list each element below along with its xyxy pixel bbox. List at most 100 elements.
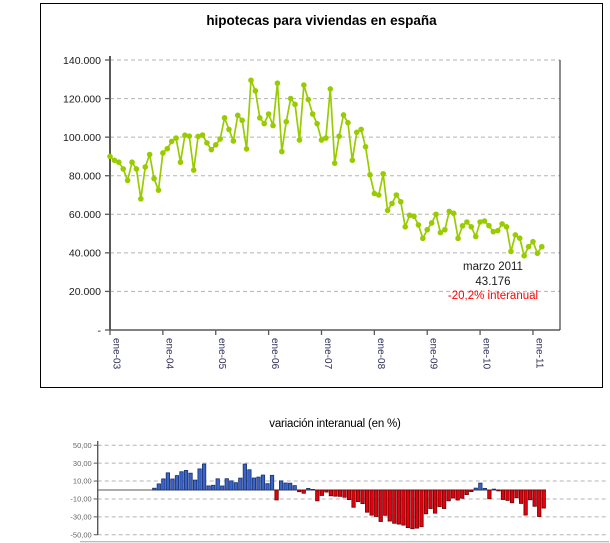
annotation-marzo-2011: marzo 2011 43.176 -20,2% interanual <box>413 260 573 304</box>
data-point-marker <box>415 222 422 228</box>
data-point-marker <box>261 120 268 127</box>
data-point-marker <box>375 192 382 198</box>
data-point-marker <box>530 238 536 245</box>
bar-negative <box>396 489 401 525</box>
bar-positive <box>310 489 315 491</box>
data-point-marker <box>146 151 153 158</box>
bar-negative <box>442 489 447 509</box>
bar-negative <box>523 489 528 516</box>
data-point-marker <box>433 211 439 218</box>
bar-negative <box>419 489 424 528</box>
data-point-marker <box>221 115 228 121</box>
bar-negative <box>532 489 537 507</box>
bar-negative <box>528 489 533 501</box>
data-point-marker <box>296 137 303 143</box>
x-tick-label: ene-04 <box>163 338 174 370</box>
bar-negative <box>374 489 379 517</box>
data-point-marker <box>168 138 175 145</box>
x-tick-label: ene-11 <box>533 338 544 369</box>
bar-positive <box>473 487 478 491</box>
bar-negative <box>537 489 542 517</box>
y-tick-label: 140.000 <box>63 55 101 67</box>
bar-negative <box>392 489 397 524</box>
data-point-marker <box>138 196 144 202</box>
annotation-variation-label: -20,2% interanual <box>447 290 539 302</box>
data-point-marker <box>450 210 457 217</box>
bar-positive <box>233 482 238 491</box>
data-point-marker <box>287 95 294 102</box>
data-point-marker <box>362 143 369 150</box>
bar-negative <box>401 489 406 526</box>
data-point-marker <box>499 221 505 227</box>
data-point-marker <box>124 177 131 184</box>
bar-negative <box>514 489 519 499</box>
data-point-marker <box>252 88 259 94</box>
data-point-marker <box>182 132 188 139</box>
bar-positive <box>229 480 234 491</box>
y-tick-label: -10,00 <box>70 495 91 504</box>
y-tick-label: 50,00 <box>73 441 92 450</box>
bar-positive <box>242 463 247 491</box>
data-point-marker <box>477 219 483 225</box>
bar-positive <box>482 487 487 491</box>
bar-negative <box>428 489 433 509</box>
y-tick-label: -30,00 <box>70 512 91 521</box>
bar-positive <box>152 487 157 491</box>
bar-negative <box>464 489 469 495</box>
x-tick-label: ene-05 <box>216 338 227 370</box>
bar-negative <box>365 489 370 513</box>
data-point-marker <box>424 226 431 233</box>
bar-positive <box>283 482 288 491</box>
bar-negative <box>469 489 474 493</box>
bar-positive <box>292 485 297 491</box>
y-tick-label: -50,00 <box>70 530 91 539</box>
data-point-marker <box>503 224 510 230</box>
data-point-marker <box>160 150 166 156</box>
data-point-marker <box>305 96 312 103</box>
data-point-marker <box>367 171 373 178</box>
bar-negative <box>342 489 347 498</box>
bar-negative <box>446 489 451 502</box>
data-point-marker <box>323 135 329 141</box>
data-point-marker <box>459 223 466 229</box>
bar-positive <box>156 483 161 491</box>
bar-positive <box>202 463 207 491</box>
data-point-marker <box>173 135 179 141</box>
data-point-marker <box>248 77 254 84</box>
variacion-chart-title: variación interanual (en %) <box>269 418 401 430</box>
data-point-marker <box>486 222 492 229</box>
data-point-marker <box>512 232 519 238</box>
data-point-marker <box>230 138 237 144</box>
data-point-marker <box>534 250 541 257</box>
bar-positive <box>256 476 261 491</box>
data-point-marker <box>464 219 470 225</box>
data-point-marker <box>239 117 245 124</box>
y-tick-label: 20.000 <box>69 286 101 298</box>
bar-negative <box>437 489 442 507</box>
bar-negative <box>541 489 546 509</box>
bar-positive <box>269 474 275 491</box>
data-point-marker <box>336 133 342 139</box>
data-point-marker <box>384 207 391 214</box>
x-tick-label: ene-03 <box>111 338 122 370</box>
bar-negative <box>324 489 329 493</box>
data-point-marker <box>358 126 364 133</box>
data-point-marker <box>490 228 497 235</box>
data-point-marker <box>301 82 307 88</box>
data-point-marker <box>406 212 413 219</box>
bar-positive <box>183 470 189 491</box>
bar-positive <box>491 488 497 491</box>
bar-positive <box>278 480 284 491</box>
data-point-marker <box>398 198 404 205</box>
data-point-marker <box>177 159 184 166</box>
bar-negative <box>500 489 506 500</box>
bar-negative <box>518 489 524 504</box>
data-point-marker <box>155 187 162 193</box>
y-tick-label: 120.000 <box>63 93 101 105</box>
bar-negative <box>496 489 501 492</box>
data-point-marker <box>142 164 149 170</box>
bar-positive <box>478 482 483 491</box>
data-point-marker <box>257 115 263 121</box>
bar-positive <box>192 479 198 491</box>
